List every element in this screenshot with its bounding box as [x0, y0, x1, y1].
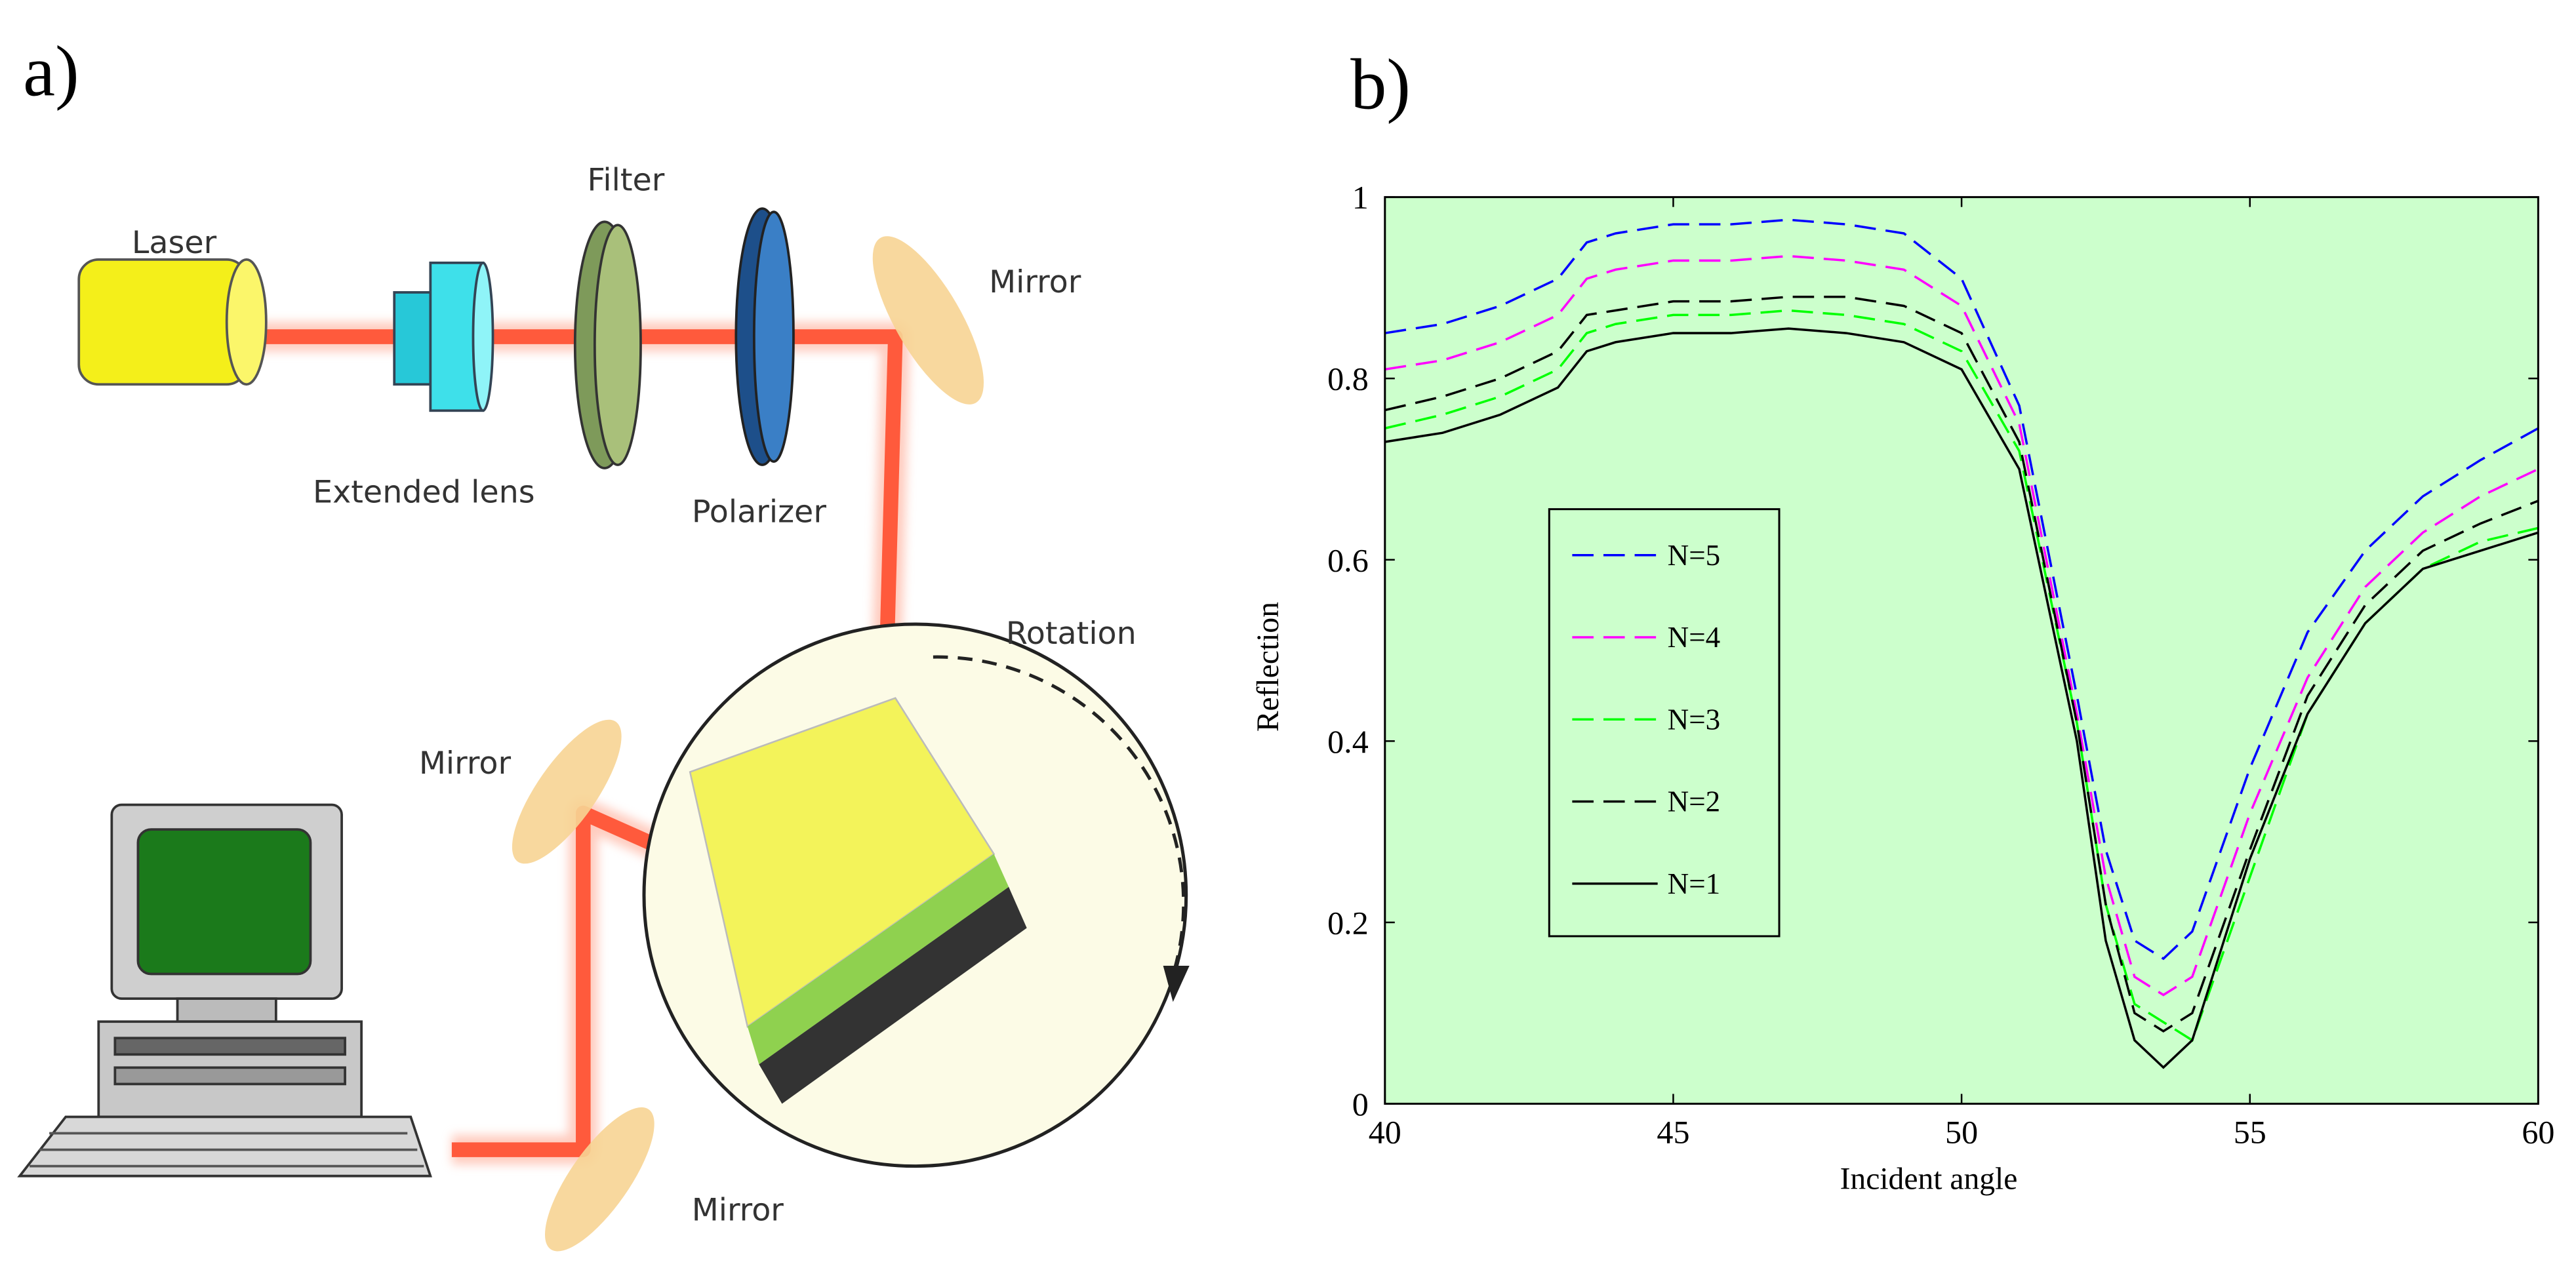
data-line — [1384, 218, 2539, 961]
y-tick-label: 0 — [1352, 1086, 1369, 1122]
data-line — [1384, 295, 2539, 1033]
x-tick-label: 55 — [2234, 1114, 2266, 1151]
filter — [573, 220, 642, 469]
component-label: Mirror — [419, 745, 512, 782]
laser — [77, 258, 268, 386]
computer — [17, 803, 432, 1178]
legend-box — [1548, 508, 1781, 938]
panel-a: a) — [17, 31, 1190, 1252]
x-tick-label: 60 — [2522, 1114, 2554, 1151]
component-label: Rotation — [1006, 616, 1137, 652]
component-label: Mirror — [989, 264, 1081, 300]
y-tick-label: 0.2 — [1327, 904, 1369, 941]
mirror — [545, 1107, 654, 1252]
component-label: Filter — [588, 163, 665, 199]
legend-label: N=3 — [1668, 703, 1721, 736]
extended-lens — [393, 261, 494, 412]
y-tick-label: 0.4 — [1327, 723, 1369, 760]
x-tick-label: 50 — [1945, 1114, 1978, 1151]
y-tick-label: 0.6 — [1327, 542, 1369, 578]
polarizer — [735, 207, 795, 466]
data-line — [1384, 254, 2539, 997]
panel-label: a) — [23, 31, 79, 111]
legend-label: N=2 — [1668, 785, 1721, 818]
legend-label: N=4 — [1668, 621, 1721, 654]
y-axis-label: Reflection — [1251, 602, 1285, 732]
rotation-stage — [642, 622, 1190, 1168]
mirror — [872, 236, 984, 405]
panel-b: b) 40 45 50 55 60 0 0.2 0.4 0.6 0.8 1 Incident angl… — [1251, 44, 2554, 1196]
x-tick-label: 45 — [1657, 1114, 1689, 1151]
x-tick-label: 40 — [1369, 1114, 1401, 1151]
component-label: Extended lens — [313, 475, 535, 511]
y-tick-label: 1 — [1352, 179, 1369, 216]
y-tick-label: 0.8 — [1327, 361, 1369, 397]
mirror — [512, 719, 622, 864]
component-label: Polarizer — [692, 494, 827, 530]
data-line — [1384, 327, 2539, 1069]
panel-label: b) — [1350, 44, 1411, 124]
legend-label: N=1 — [1668, 867, 1721, 900]
component-label: Laser — [132, 225, 217, 261]
legend-label: N=5 — [1668, 539, 1721, 572]
component-label: Mirror — [692, 1192, 784, 1228]
x-axis-label: Incident angle — [1840, 1162, 2018, 1197]
